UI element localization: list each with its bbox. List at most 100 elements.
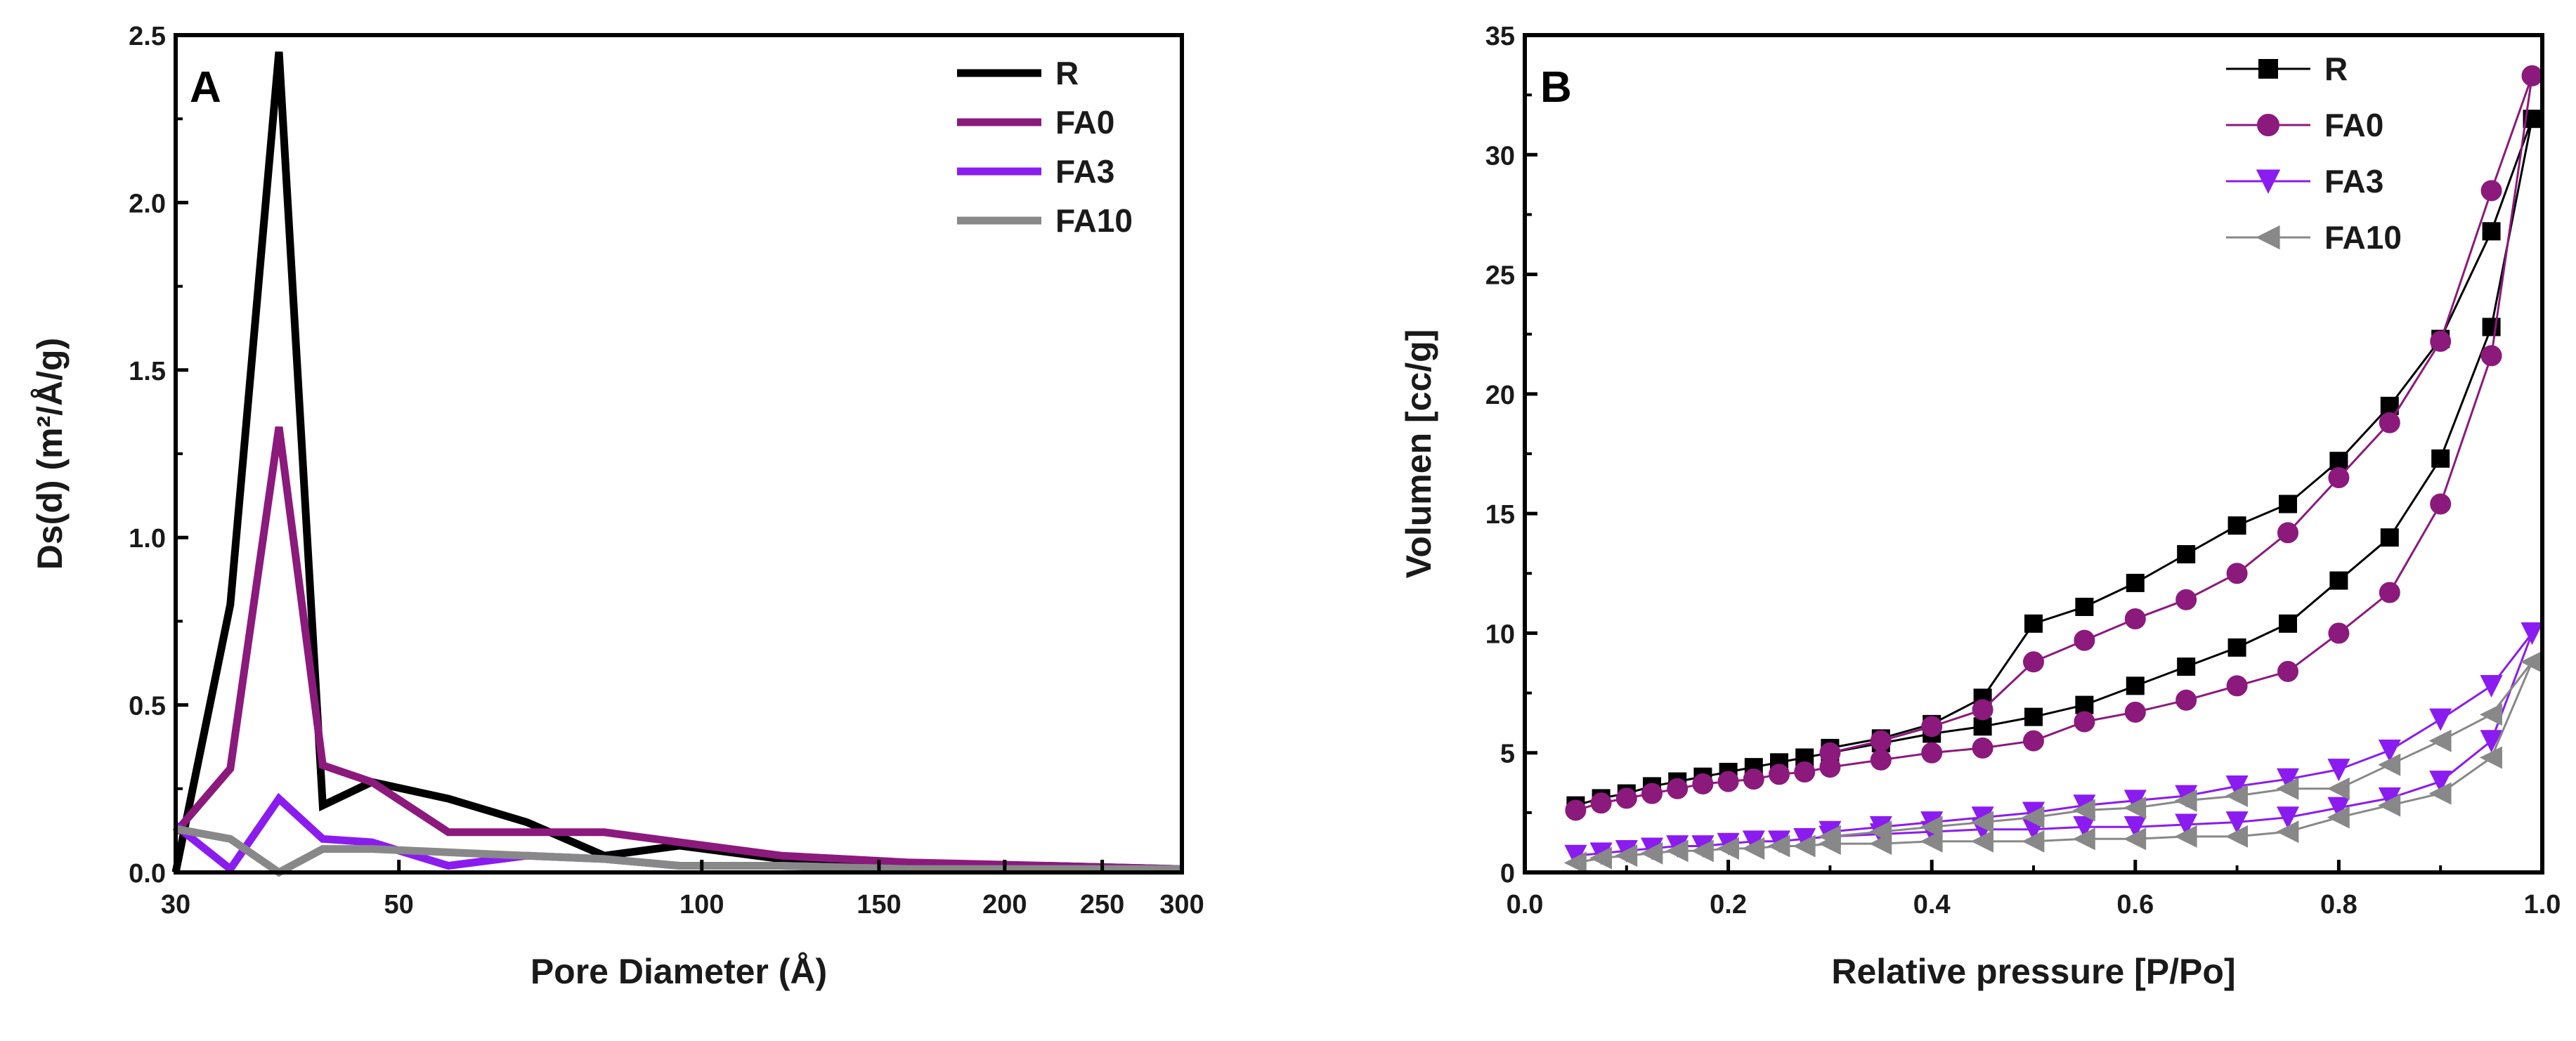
panel-b-series-r-point xyxy=(2075,695,2094,714)
panel-b-series-fa0-point xyxy=(1870,749,1892,771)
panel-b-series-fa3-point xyxy=(2520,622,2544,646)
panel-b-series-fa0-point xyxy=(2175,689,2197,711)
panel-b-series-r-point xyxy=(2227,516,2246,535)
panel-b-series-fa0-point xyxy=(1819,742,1841,764)
panel-b-series-fa10-point xyxy=(1767,834,1790,858)
panel-a-ticks: 30 50 100 150 200 250 300 0.0 0.5 1.0 1.5 2.0 2.5 xyxy=(129,22,1204,919)
panel-b-legend-marker-fa0 xyxy=(2257,114,2279,136)
panel-b-legend-label-fa0: FA0 xyxy=(2324,107,2383,143)
panel-b-series-fa10-point xyxy=(2428,782,2452,805)
panel-b-series-r-point xyxy=(2126,573,2145,592)
panel-a-x-tick-label: 30 xyxy=(161,890,190,919)
panel-b-series-fa0-point xyxy=(2074,711,2095,733)
panel-a-y-axis-title: Ds(d) (m²/Å/g) xyxy=(30,338,70,570)
panel-b-series-fa0-point xyxy=(2124,608,2146,629)
panel-b-series-fa10-point xyxy=(2479,703,2502,726)
panel-b-series-fa0-point xyxy=(1641,783,1663,804)
panel-b-series-fa10-point xyxy=(1920,830,1943,853)
panel-b-series-fa3-point xyxy=(2327,797,2350,820)
panel-b-series-fa10-point xyxy=(1742,837,1765,860)
panel-b-series-fa10-point xyxy=(2327,777,2350,800)
panel-b-y-tick-label: 20 xyxy=(1485,381,1515,410)
panel-b-series-fa0-point xyxy=(2277,660,2298,682)
panel-b-series-r-point xyxy=(2075,597,2094,616)
panel-b-series-fa10-point xyxy=(1589,846,1612,870)
panel-b-series-fa0-point xyxy=(1921,742,1943,764)
panel-b-series-r-point xyxy=(2380,396,2399,415)
panel-b-series-r-point xyxy=(2024,707,2043,726)
panel-b-series-r-point xyxy=(2431,449,2450,468)
panel-b-series-fa3-point xyxy=(2429,708,2452,731)
panel-b-series-r-point xyxy=(2177,657,2196,676)
panel-b-series-fa10-point xyxy=(1640,842,1663,865)
panel-b-series-fa10-point xyxy=(1716,837,1739,860)
panel-b-legend-marker-fa10 xyxy=(2256,225,2280,250)
panel-b-ticks: 0.0 0.2 0.4 0.6 0.8 1.0 0 5 10 15 20 25 30 35 xyxy=(1485,22,2561,919)
panel-b-series-fa0-point xyxy=(2226,675,2248,697)
panel-b-series-fa3-point xyxy=(2480,730,2503,753)
panel-b-series-fa0-point xyxy=(1590,792,1612,814)
panel-a-x-tick-label: 300 xyxy=(1159,890,1204,919)
panel-b-series-fa0-point xyxy=(1743,768,1764,790)
panel-a-y-tick-label: 1.5 xyxy=(129,357,166,386)
panel-b-series-r-point xyxy=(2380,528,2399,547)
panel-b-series-r-point xyxy=(2482,222,2501,241)
panel-b-series-fa10-point xyxy=(2428,729,2452,752)
panel-b-series-fa3-point xyxy=(2327,759,2350,782)
panel-b-legend-label-r: R xyxy=(2324,51,2348,87)
panel-b-series-fa3-point xyxy=(2429,771,2452,794)
panel-b-series-fa0-point xyxy=(2480,180,2502,202)
panel-a-x-tick-label: 50 xyxy=(384,890,414,919)
panel-b-series-fa0-point xyxy=(1667,778,1689,799)
panel-a-y-tick-label: 0.0 xyxy=(129,859,166,889)
panel-a-series-fa0-line xyxy=(172,426,1183,873)
panel-a-x-tick-label: 200 xyxy=(982,890,1027,919)
panel-a-letter: A xyxy=(190,63,221,112)
panel-b-y-tick-label: 30 xyxy=(1485,141,1515,171)
panel-b-y-tick-label: 5 xyxy=(1500,740,1515,769)
panel-b-series-fa0-point xyxy=(2521,65,2543,86)
panel-b-letter: B xyxy=(1540,63,1572,112)
panel-b-series-fa10-point xyxy=(2022,806,2045,829)
panel-b-series-r-point xyxy=(2024,614,2043,633)
panel-b-lines xyxy=(1563,65,2544,875)
panel-b-series-fa10-point xyxy=(2327,806,2350,829)
panel-b-series-fa10-point xyxy=(1970,830,1993,853)
panel-b-series-r-point xyxy=(1973,717,1992,736)
panel-b-series-fa0-point xyxy=(2430,493,2452,515)
panel-b-y-tick-label: 25 xyxy=(1485,261,1515,291)
panel-b-y-tick-label: 10 xyxy=(1485,620,1515,649)
panel-b-series-fa10-point xyxy=(2225,825,2248,848)
panel-b-series-r-point xyxy=(2279,614,2297,633)
panel-b-series-fa0-point xyxy=(2379,412,2400,433)
panel-b-series-r-point xyxy=(2177,545,2196,564)
panel-b-series-fa10-point xyxy=(2123,797,2147,820)
panel-b-legend-label-fa10: FA10 xyxy=(2324,219,2402,256)
panel-a-y-tick-label: 2.0 xyxy=(129,189,166,218)
panel-a-chart: A 30 50 100 150 200 250 3000.00.51.01.52.02.5 … xyxy=(30,22,1204,991)
panel-b-chart: B 0.0 0.2 0.4 0.6 0.8 1.0 0 5 10 15 20 25 30 35 Relat… xyxy=(1399,22,2561,991)
panel-b-series-r-point xyxy=(2126,676,2145,695)
panel-b-legend-label-fa3: FA3 xyxy=(2324,163,2383,199)
panel-b-series-r-point xyxy=(2482,317,2501,336)
panel-b-y-tick-label: 0 xyxy=(1500,859,1515,889)
panel-b-series-fa3-point xyxy=(2225,811,2249,834)
panel-b-series-fa3-point xyxy=(2276,806,2300,830)
panel-a-x-tick-label: 100 xyxy=(679,890,724,919)
panel-b-series-fa10-point xyxy=(2378,753,2401,776)
panel-b-series-fa10-point xyxy=(1665,839,1689,863)
panel-b-series-fa10-point xyxy=(2225,784,2248,808)
panel-b-series-fa0-point xyxy=(2023,730,2044,752)
panel-b-series-fa0-point xyxy=(1972,699,1993,721)
panel-a-legend: R FA0 FA3 FA10 xyxy=(957,55,1133,239)
panel-b-series-fa0-point xyxy=(2379,582,2400,603)
panel-b-series-fa10-point xyxy=(1563,851,1587,875)
panel-b-series-fa0-point xyxy=(1615,787,1637,809)
panel-b-series-fa0-point xyxy=(2328,622,2350,644)
panel-b-series-fa3-point xyxy=(2480,674,2503,698)
panel-b-series-r-point xyxy=(2227,638,2246,657)
panel-b-series-fa10-point xyxy=(1818,825,1841,848)
panel-b-x-tick-label: 1.0 xyxy=(2524,890,2561,919)
panel-b-y-tick-label: 15 xyxy=(1485,500,1515,530)
